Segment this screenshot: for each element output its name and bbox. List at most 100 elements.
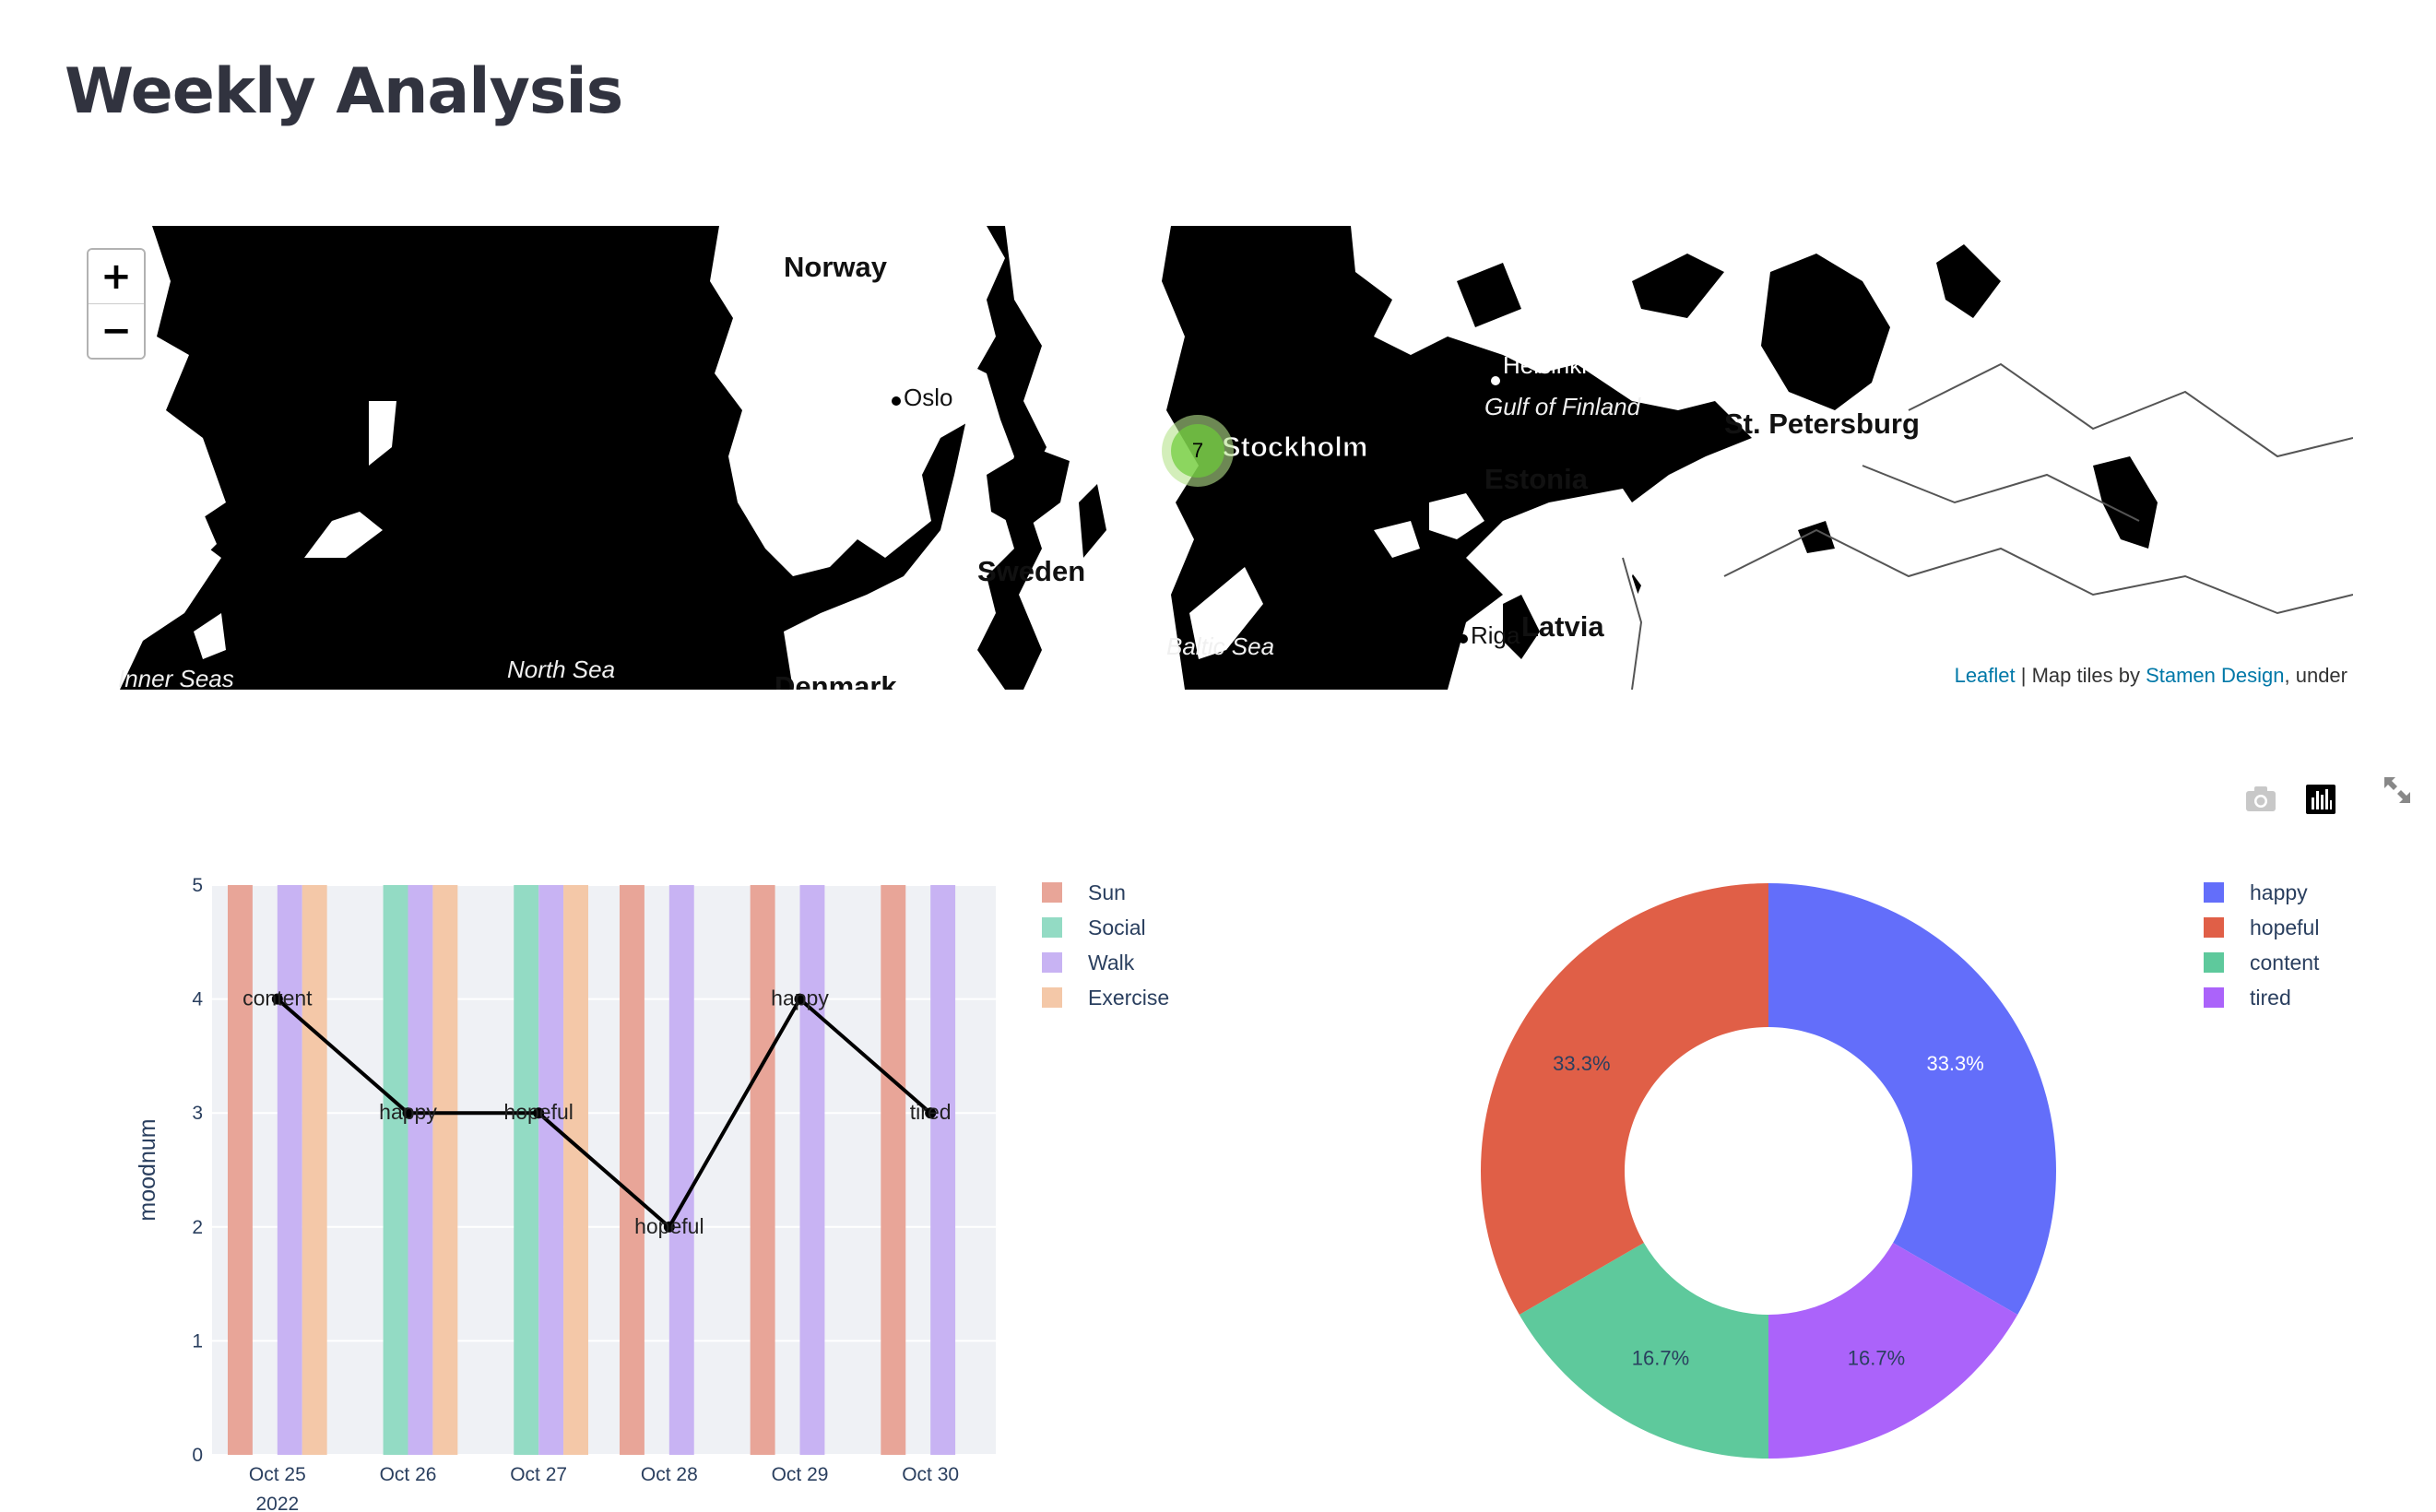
y-tick-label: 0 (192, 1445, 203, 1466)
legend-label-tired[interactable]: tired (2250, 986, 2291, 1010)
x-tick-label: Oct 26 (380, 1464, 437, 1485)
map-gulf-riga (1503, 595, 1540, 659)
map-label-north-sea: North Sea (507, 656, 615, 683)
stamen-link[interactable]: Stamen Design (2146, 664, 2285, 687)
legend-label-exercise[interactable]: Exercise (1088, 986, 1169, 1010)
legend-label-happy[interactable]: happy (2250, 880, 2308, 904)
mood-line (276, 996, 932, 1230)
bar-chart-icon[interactable] (2300, 779, 2341, 820)
bar-sun[interactable] (228, 885, 253, 1455)
bar-exercise[interactable] (302, 885, 327, 1455)
donut-chart[interactable]: 33.3% 16.7% 16.7% 33.3% happy hopeful content… (1429, 848, 2425, 1512)
map-attribution: Leaflet | Map tiles by Stamen Design, un… (1948, 662, 2353, 690)
legend-label-social[interactable]: Social (1088, 915, 1146, 939)
bar-grid (212, 884, 996, 1456)
y-tick-label: 3 (192, 1103, 203, 1124)
leaflet-link[interactable]: Leaflet (1954, 664, 2016, 687)
map-label-sweden: Sweden (977, 555, 1085, 587)
mood-point[interactable] (271, 993, 283, 1005)
legend-swatch-exercise[interactable] (1042, 987, 1062, 1008)
map-zoom-control: + − (87, 248, 146, 360)
map-land-gotland (1189, 567, 1263, 659)
x-tick-label: Oct 27 (510, 1464, 567, 1485)
bar-exercise[interactable] (563, 885, 588, 1455)
bar-walk[interactable] (668, 885, 694, 1455)
donut-slice-content[interactable] (1519, 1243, 1768, 1459)
legend-swatch-walk[interactable] (1042, 952, 1062, 973)
bar-walk[interactable] (930, 885, 956, 1455)
map-city-dot-helsinki (1491, 376, 1500, 385)
map-land-sweden (1005, 226, 1199, 690)
zoom-in-button[interactable]: + (89, 250, 144, 303)
mood-point[interactable] (402, 1107, 414, 1119)
y-tick-label: 4 (192, 989, 203, 1010)
donut-slice-happy[interactable] (1768, 883, 2056, 1315)
bar-sun[interactable] (750, 885, 775, 1455)
x-axis-sublabel: 2022 (255, 1494, 299, 1512)
legend-swatch-social[interactable] (1042, 917, 1062, 938)
page-title: Weekly Analysis (65, 55, 623, 128)
legend-swatch-sun[interactable] (1042, 882, 1062, 903)
legend-label-content[interactable]: content (2250, 951, 2320, 975)
donut-slices (1481, 883, 2056, 1459)
y-tick-label: 1 (192, 1330, 203, 1352)
legend-label-walk[interactable]: Walk (1088, 951, 1135, 975)
zoom-out-button[interactable]: − (89, 303, 144, 358)
attribution-separator: | Map tiles by (2015, 664, 2146, 687)
bar-walk[interactable] (799, 885, 825, 1455)
donut-pct-label: 33.3% (1926, 1052, 1983, 1075)
donut-slice-tired[interactable] (1768, 1243, 2018, 1459)
bar-exercise[interactable] (432, 885, 458, 1455)
bar-social[interactable] (383, 885, 408, 1455)
bar-walk[interactable] (538, 885, 564, 1455)
bar-line-chart[interactable]: content happy hopeful hopeful happy tired 0 1 2… (111, 848, 1217, 1512)
map-label-st-petersburg: St. Petersburg (1724, 408, 1920, 440)
bar-legend: Sun Social Walk Exercise (1042, 880, 1169, 1010)
legend-label-sun[interactable]: Sun (1088, 880, 1126, 904)
mood-point[interactable] (533, 1107, 545, 1119)
bar-sun[interactable] (620, 885, 644, 1455)
legend-swatch-happy[interactable] (2204, 882, 2224, 903)
donut-pct-label: 16.7% (1848, 1347, 1905, 1370)
map[interactable]: Norway Oslo Sweden Stockholm Helsinki Gu… (65, 226, 2353, 690)
mood-point[interactable] (663, 1221, 675, 1233)
bar-walk[interactable] (408, 885, 433, 1455)
donut-labels: 33.3% 16.7% 16.7% 33.3% (1553, 1052, 1984, 1370)
x-tick-label: Oct 29 (772, 1464, 829, 1485)
map-label-inner-seas: Inner Seas (118, 665, 234, 690)
donut-slice-hopeful[interactable] (1481, 883, 1768, 1315)
map-land-sweden-west (784, 369, 1014, 690)
map-label-oslo: Oslo (904, 384, 952, 411)
map-borders (1622, 362, 2353, 690)
legend-swatch-hopeful[interactable] (2204, 917, 2224, 938)
y-tick-label: 5 (192, 875, 203, 896)
legend-swatch-content[interactable] (2204, 952, 2224, 973)
mood-point[interactable] (794, 993, 806, 1005)
map-lakes-east (1457, 244, 2158, 553)
camera-icon[interactable] (2241, 779, 2281, 820)
map-land-estonia-latvia (1448, 489, 1650, 690)
legend-swatch-tired[interactable] (2204, 987, 2224, 1008)
map-tiles[interactable]: Norway Oslo Sweden Stockholm Helsinki Gu… (65, 226, 2353, 690)
bar-sun[interactable] (881, 885, 906, 1455)
map-land-norway (710, 226, 1005, 576)
x-tick-label: Oct 25 (249, 1464, 306, 1485)
legend-label-hopeful[interactable]: hopeful (2250, 915, 2319, 939)
mood-point[interactable] (925, 1107, 937, 1119)
bar-walk[interactable] (277, 885, 302, 1455)
mood-point-label: hopeful (634, 1214, 704, 1238)
attribution-rest: , under (2284, 664, 2348, 687)
y-tick-label: 2 (192, 1217, 203, 1238)
fullscreen-icon[interactable] (2377, 770, 2418, 810)
map-label-denmark: Denmark (775, 670, 897, 690)
map-city-dot-st-petersburg (1710, 424, 1720, 433)
map-city-dot-oslo (892, 396, 901, 406)
chart-toolbar (2241, 777, 2425, 825)
map-marker-cluster-count[interactable]: 7 (1171, 424, 1224, 478)
donut-pct-label: 16.7% (1632, 1347, 1689, 1370)
map-label-riga: Riga (1471, 621, 1520, 649)
x-tick-label: Oct 30 (902, 1464, 959, 1485)
bar-social[interactable] (514, 885, 539, 1455)
mood-point-label: content (242, 986, 313, 1010)
map-marker-cluster[interactable]: 7 (1162, 415, 1234, 487)
